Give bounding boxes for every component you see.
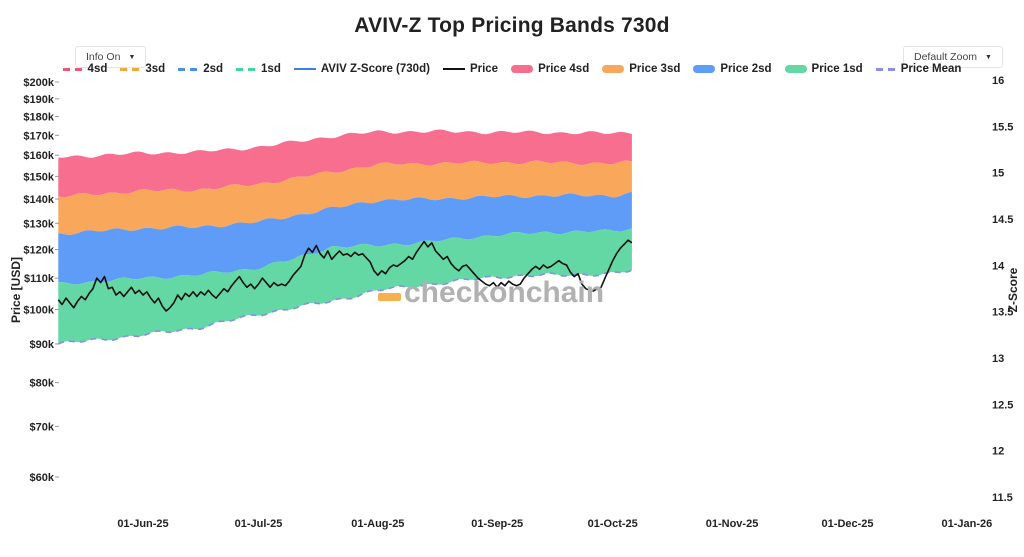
y-right-tick-label: 14.5 (992, 214, 1013, 226)
y-left-tick-label: $130k (23, 218, 54, 230)
x-tick-label: 01-Jan-26 (942, 518, 993, 530)
chevron-down-icon: ▼ (985, 53, 992, 61)
info-on-label: Info On (86, 51, 121, 63)
y-left-tick-label: $140k (23, 194, 54, 206)
y-right-tick-label: 13 (992, 353, 1004, 365)
legend-label: 2sd (203, 63, 224, 75)
price-line (57, 239, 633, 312)
legend-swatch (293, 67, 316, 71)
legend-item-price-3sd[interactable]: Price 3sd (602, 63, 680, 75)
x-tick-label: 01-Dec-25 (822, 518, 874, 530)
legend-item-aviv-z-score-730d-[interactable]: AVIV Z-Score (730d) (293, 63, 430, 75)
x-tick-label: 01-Jun-25 (117, 518, 168, 530)
x-tick-label: 01-Jul-25 (235, 518, 283, 530)
legend-swatch (236, 67, 257, 71)
band-price-4sd (58, 129, 632, 197)
band-price-2sd (58, 191, 632, 285)
y-right-tick-label: 12.5 (992, 399, 1013, 411)
page-title: AVIV-Z Top Pricing Bands 730d (354, 14, 670, 37)
legend-swatch (875, 67, 896, 71)
default-zoom-label: Default Zoom (914, 51, 978, 63)
y-right-tick-label: 14 (992, 260, 1005, 272)
y-left-tick-label: $200k (23, 77, 54, 89)
legend-item-2sd[interactable]: 2sd (178, 63, 223, 75)
legend-item-price-1sd[interactable]: Price 1sd (784, 63, 863, 75)
legend-swatch (178, 67, 199, 71)
legend-swatch (62, 67, 83, 71)
legend-label: Price Mean (900, 63, 962, 75)
y-right-tick-label: 15.5 (992, 121, 1013, 133)
x-tick-label: 01-Nov-25 (706, 518, 759, 530)
legend-swatch (120, 67, 141, 71)
y-right-tick-label: 13.5 (992, 307, 1013, 319)
legend-swatch (602, 65, 625, 73)
y-left-tick-label: $160k (23, 150, 54, 162)
legend-label: Price 2sd (720, 63, 772, 75)
legend-item-price-2sd[interactable]: Price 2sd (693, 63, 772, 75)
y-left-tick-label: $60k (30, 472, 55, 484)
legend-label: Price 3sd (629, 63, 681, 75)
y-left-tick-label: $80k (30, 378, 55, 390)
y-left-tick-label: $190k (23, 94, 54, 106)
y-right-tick-label: 16 (992, 75, 1004, 87)
legend-label: 1sd (261, 63, 281, 75)
legend-label: Price 1sd (811, 63, 863, 75)
x-tick-label: 01-Aug-25 (351, 518, 404, 530)
default-zoom-dropdown[interactable]: Default Zoom ▼ (903, 46, 1003, 68)
y-left-tick-label: $90k (30, 339, 55, 351)
y-left-tick-label: $100k (23, 304, 54, 316)
y-right-tick-label: 15 (992, 168, 1004, 180)
y-left-tick-label: $120k (23, 245, 54, 257)
legend-label: 4sd (87, 63, 108, 75)
y-right-tick-label: 12 (992, 446, 1004, 458)
legend-item-1sd[interactable]: 1sd (236, 63, 281, 75)
y-left-tick-label: $150k (23, 171, 54, 183)
x-tick-label: 01-Oct-25 (588, 518, 638, 530)
x-tick-label: 01-Sep-25 (471, 518, 523, 530)
legend-label: Price (469, 63, 499, 75)
band-price-1sd (58, 228, 632, 344)
y-left-tick-label: $180k (23, 112, 54, 124)
legend-swatch (693, 65, 716, 73)
legend-item-price-mean[interactable]: Price Mean (875, 63, 962, 75)
y-left-tick-label: $170k (23, 130, 54, 142)
legend-item-price-4sd[interactable]: Price 4sd (511, 63, 589, 75)
legend: 4sd 3sd 2sd 1sd AVIV Z-Score (730d) Price Pric… (60, 63, 964, 75)
y-right-tick-label: 11.5 (992, 492, 1013, 504)
chevron-down-icon: ▼ (128, 53, 136, 61)
band-price-3sd (58, 160, 632, 235)
y-left-tick-label: $70k (30, 421, 55, 433)
y-left-tick-label: $110k (24, 273, 55, 285)
legend-label: AVIV Z-Score (730d) (320, 63, 430, 75)
legend-item-3sd[interactable]: 3sd (120, 63, 165, 75)
legend-swatch (511, 65, 534, 73)
legend-label: Price 4sd (538, 63, 590, 75)
legend-swatch (784, 65, 807, 73)
legend-item-4sd[interactable]: 4sd (62, 63, 108, 75)
legend-swatch (442, 67, 465, 71)
legend-label: 3sd (145, 63, 166, 75)
legend-item-price[interactable]: Price (442, 63, 499, 75)
info-on-dropdown[interactable]: Info On ▼ (75, 46, 147, 68)
